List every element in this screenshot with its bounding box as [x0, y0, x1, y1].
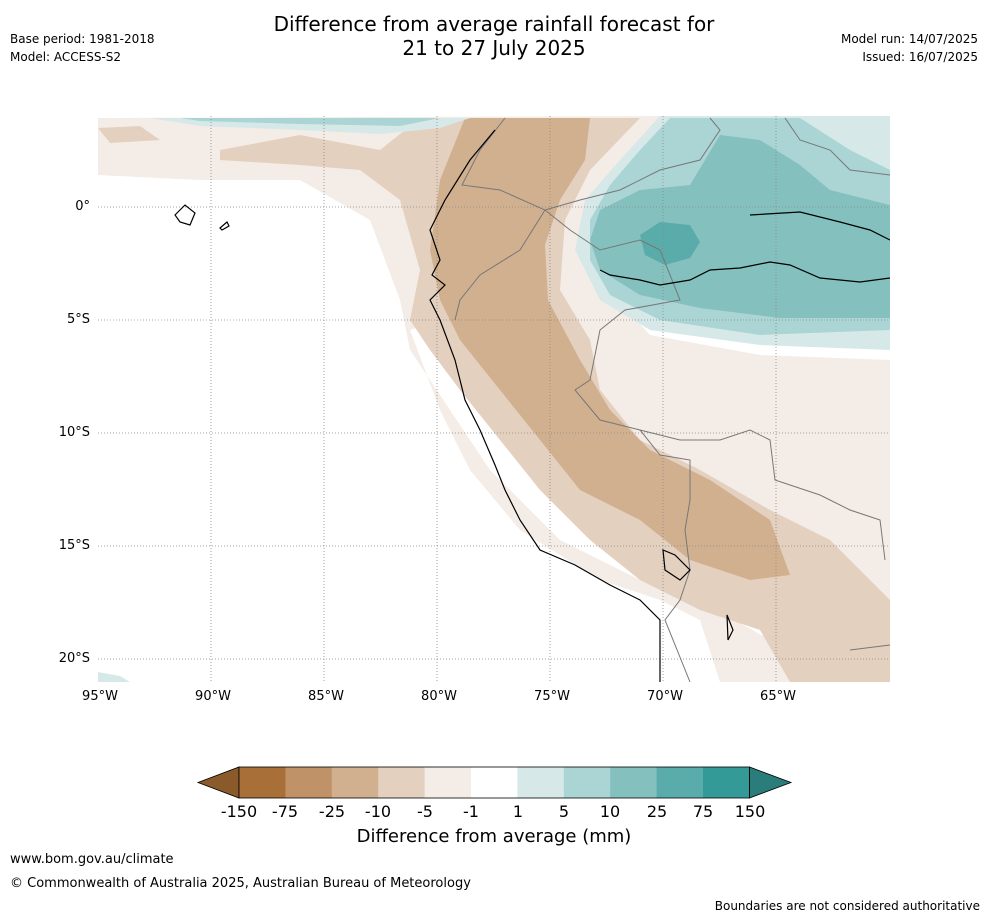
colorbar-extension-high [749, 766, 793, 799]
lat-label-5s: 5°S [66, 312, 90, 327]
colorbar-segment [378, 767, 426, 798]
lat-label-10s: 10°S [58, 425, 90, 440]
colorbar-segment [471, 767, 518, 798]
colorbar-segment [331, 767, 379, 798]
title-line-2: 21 to 27 July 2025 [402, 36, 586, 60]
colorbar-tick-6: 1 [512, 802, 524, 821]
colorbar-frame [238, 766, 750, 799]
lon-label-75w: 75°W [534, 689, 570, 704]
coastline [174, 129, 890, 682]
colorbar-tick-8: 10 [599, 802, 621, 821]
wet-anomaly-core [640, 222, 700, 265]
footer-url: www.bom.gov.au/climate [10, 852, 174, 867]
colorbar-segment [239, 767, 286, 798]
colorbar-tick-3: -10 [364, 802, 392, 821]
lon-label-80w: 80°W [421, 689, 457, 704]
lat-label-15s: 15°S [58, 538, 90, 553]
country-borders [454, 117, 890, 682]
lat-label-0: 0° [75, 199, 90, 214]
colorbar-segment [563, 767, 611, 798]
colorbar-tick-2: -25 [318, 802, 346, 821]
wet-anomaly-top-2 [180, 118, 440, 126]
wet-anomaly-strong [590, 135, 890, 318]
metadata-left: Base period: 1981-2018 Model: ACCESS-S2 [10, 30, 155, 66]
colorbar-tick-9: 25 [646, 802, 668, 821]
graticule [98, 116, 890, 682]
base-period-text: Base period: 1981-2018 [10, 32, 155, 46]
page-title: Difference from average rainfall forecas… [0, 12, 988, 60]
title-line-1: Difference from average rainfall forecas… [273, 12, 715, 36]
lon-label-70w: 70°W [647, 689, 683, 704]
colorbar-tick-1: -75 [271, 802, 299, 821]
lat-label-20s: 20°S [58, 651, 90, 666]
colorbar-segment [424, 767, 472, 798]
colorbar-segment [610, 767, 658, 798]
metadata-right: Model run: 14/07/2025 Issued: 16/07/2025 [841, 30, 978, 66]
footer-note: Boundaries are not considered authoritat… [714, 899, 980, 913]
issued-text: Issued: 16/07/2025 [862, 50, 978, 64]
colorbar-segment [517, 767, 565, 798]
colorbar-tick-7: 5 [558, 802, 570, 821]
colorbar-segment [656, 767, 704, 798]
colorbar-tick-4: -5 [417, 802, 433, 821]
model-run-text: Model run: 14/07/2025 [840, 32, 978, 46]
colorbar-tick-0: -150 [220, 802, 258, 821]
dry-anomaly-strong [430, 118, 790, 580]
colorbar-segment [285, 767, 333, 798]
lon-label-95w: 95°W [82, 689, 118, 704]
colorbar-tick-5: -1 [463, 802, 479, 821]
lon-label-65w: 65°W [760, 689, 796, 704]
colorbar-tick-10: 75 [692, 802, 714, 821]
footer-copyright: © Commonwealth of Australia 2025, Austra… [10, 876, 471, 891]
model-text: Model: ACCESS-S2 [10, 50, 122, 64]
colorbar-label: Difference from average (mm) [356, 826, 632, 847]
colorbar-tick-11: 150 [734, 802, 766, 821]
wet-anomaly-bottom-left [98, 672, 130, 682]
lon-label-90w: 90°W [195, 689, 231, 704]
colorbar-segment [703, 767, 750, 798]
lon-label-85w: 85°W [308, 689, 344, 704]
colorbar-extension-low [196, 766, 240, 799]
